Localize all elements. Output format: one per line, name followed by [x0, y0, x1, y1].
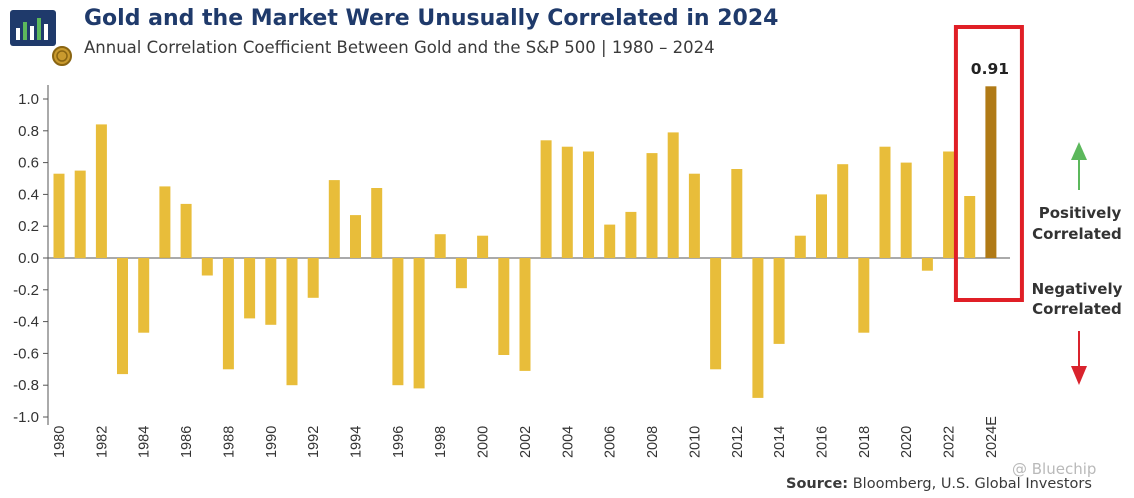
source-text: Bloomberg, U.S. Global Investors — [852, 476, 1092, 492]
x-tick-label: 1986 — [179, 426, 195, 458]
x-tick-label: 2006 — [603, 426, 619, 458]
bar — [921, 258, 933, 271]
x-tick-label: 2000 — [476, 426, 492, 458]
down-arrow-icon — [1071, 366, 1087, 385]
bar — [434, 234, 446, 258]
x-tick-label: 1994 — [349, 426, 365, 458]
bar — [604, 224, 616, 258]
bar — [117, 258, 128, 375]
bar — [710, 258, 722, 370]
bar — [286, 258, 298, 386]
bar — [328, 180, 340, 258]
bar — [477, 235, 489, 258]
y-tick-label: -0.2 — [13, 282, 39, 299]
x-tick-label: 1998 — [433, 426, 449, 458]
bar — [201, 258, 213, 276]
bar — [519, 258, 531, 371]
us-global-investors-logo-icon — [10, 10, 72, 66]
bar — [900, 162, 912, 258]
up-arrow-icon — [1071, 142, 1087, 160]
bar — [392, 258, 404, 386]
bar — [879, 146, 891, 258]
bar-highlight — [985, 86, 997, 258]
chart-title: Gold and the Market Were Unusually Corre… — [84, 6, 779, 31]
bar — [413, 258, 425, 389]
x-tick-label: 1980 — [52, 426, 68, 458]
bar — [350, 215, 361, 258]
bar — [244, 258, 256, 319]
bar — [53, 173, 65, 258]
bar — [837, 164, 849, 258]
bar — [180, 203, 192, 258]
negative-label-line1: Negatively — [1032, 280, 1123, 298]
bar — [371, 188, 383, 258]
x-tick-label: 2024E — [984, 416, 1000, 458]
bar — [138, 258, 150, 333]
bar — [561, 146, 573, 258]
bar — [95, 124, 107, 259]
y-tick-label: 0.4 — [18, 186, 39, 203]
x-tick-label: 1982 — [94, 426, 110, 458]
x-tick-label: 2018 — [857, 426, 873, 458]
x-tick-label: 2016 — [814, 426, 830, 458]
bar — [688, 173, 700, 258]
y-tick-label: -0.4 — [13, 314, 39, 331]
y-tick-label: 0.0 — [18, 250, 39, 267]
x-tick-label: 2004 — [560, 426, 576, 458]
chart-subtitle: Annual Correlation Coefficient Between G… — [84, 38, 715, 57]
x-tick-label: 1996 — [391, 426, 407, 458]
x-tick-label: 2022 — [942, 426, 958, 458]
watermark: @ Bluechip — [1012, 460, 1097, 478]
y-tick-label: 0.8 — [18, 123, 39, 140]
bar — [964, 196, 976, 258]
bar — [943, 151, 955, 258]
y-tick-label: 1.0 — [18, 91, 39, 108]
bar — [159, 186, 171, 258]
bar — [646, 153, 658, 258]
bar — [74, 170, 86, 259]
bar — [625, 211, 637, 258]
source-label: Source: — [786, 476, 849, 492]
bar — [731, 169, 743, 258]
source-note: Source: Bloomberg, U.S. Global Investors — [786, 476, 1092, 492]
bar — [455, 258, 467, 289]
y-tick-label: -0.8 — [13, 377, 39, 394]
x-tick-label: 2014 — [772, 426, 788, 458]
x-tick-label: 2020 — [899, 426, 915, 458]
highlight-value-label: 0.91 — [971, 60, 1009, 78]
bar — [794, 235, 806, 258]
bar — [752, 258, 764, 398]
positive-label-line1: Positively — [1039, 204, 1122, 222]
bar — [265, 258, 277, 325]
bar — [858, 258, 870, 333]
bar — [498, 258, 510, 355]
x-tick-label: 2010 — [687, 426, 703, 458]
x-tick-label: 1984 — [137, 426, 153, 458]
y-tick-label: 0.6 — [18, 155, 39, 172]
bar — [816, 194, 827, 258]
bar — [222, 258, 234, 370]
positive-label-line2: Correlated — [1032, 225, 1122, 243]
x-tick-label: 1990 — [264, 426, 280, 458]
bar — [583, 151, 594, 258]
y-tick-label: -0.6 — [13, 345, 39, 362]
x-tick-label: 1988 — [221, 426, 237, 458]
bar — [307, 258, 319, 298]
y-tick-label: 0.2 — [18, 218, 39, 235]
bar — [540, 140, 552, 258]
x-tick-label: 1992 — [306, 426, 322, 458]
x-tick-label: 2008 — [645, 426, 661, 458]
bar — [773, 258, 785, 344]
bar — [667, 132, 679, 258]
y-tick-label: -1.0 — [13, 409, 39, 426]
highlight-box — [953, 25, 1024, 302]
negative-label-line2: Correlated — [1032, 300, 1122, 318]
x-tick-label: 2002 — [518, 426, 534, 458]
x-tick-label: 2012 — [730, 426, 746, 458]
